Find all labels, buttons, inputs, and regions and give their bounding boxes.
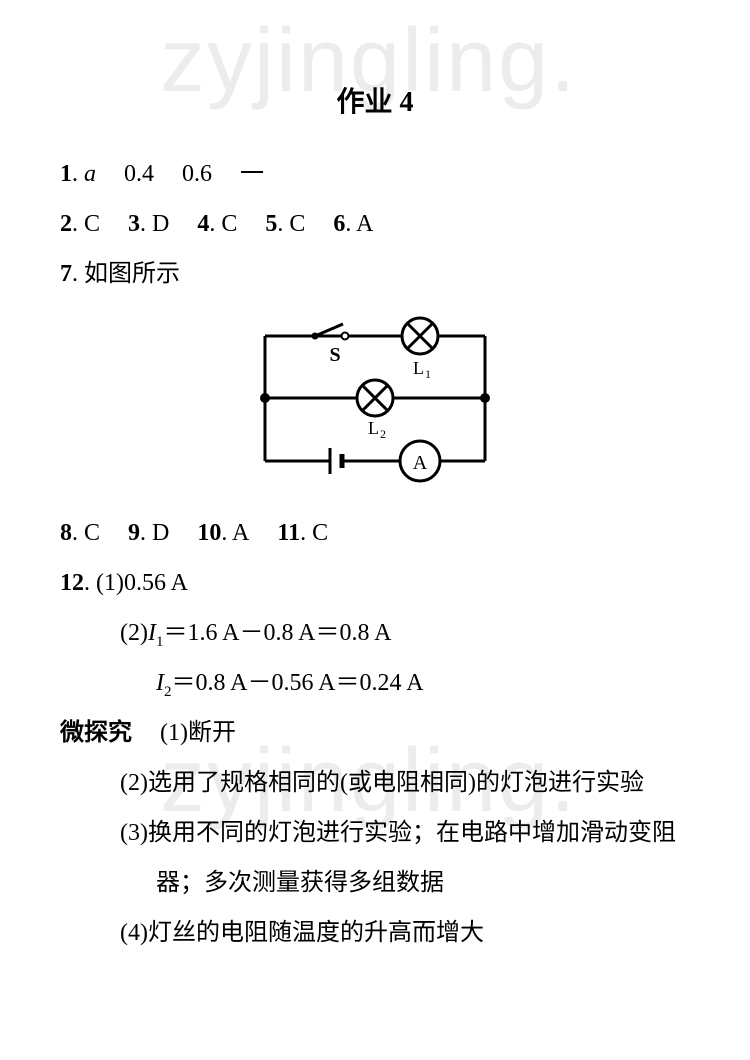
q9-number: 9 (128, 520, 140, 546)
lamp1-label: L (413, 358, 424, 378)
q12-p2a-var: I (148, 620, 156, 646)
circuit-diagram: A S L 1 L 2 (60, 316, 690, 491)
answer-q1: 1. a 0.4 0.6 一 (60, 150, 690, 198)
q10-ans: A (232, 520, 249, 546)
q6-number: 6 (333, 211, 345, 237)
micro-inquiry-p3a: (3)换用不同的灯泡进行实验；在电路中增加滑动变阻 (60, 809, 690, 857)
q2-number: 2 (60, 211, 72, 237)
answer-row-8-11: 8. C 9. D 10. A 11. C (60, 509, 690, 557)
answer-row-2-6: 2. C 3. D 4. C 5. C 6. A (60, 200, 690, 248)
answer-q12-p2b: I2＝0.8 A－0.56 A＝0.24 A (60, 659, 690, 707)
q12-p2b-eq: ＝0.8 A－0.56 A＝0.24 A (172, 670, 424, 696)
document-content: 作业 4 1. a 0.4 0.6 一 2. C 3. D 4. C 5. C … (60, 80, 690, 957)
page-title: 作业 4 (60, 80, 690, 120)
q12-number: 12 (60, 570, 84, 596)
q6-ans: A (356, 211, 373, 237)
micro-p4-label: (4) (120, 920, 148, 946)
micro-inquiry-p4: (4)灯丝的电阻随温度的升高而增大 (60, 909, 690, 957)
q5-ans: C (289, 211, 305, 237)
answer-q12-p2a: (2)I1＝1.6 A－0.8 A＝0.8 A (60, 609, 690, 657)
micro-inquiry-p2: (2)选用了规格相同的(或电阻相同)的灯泡进行实验 (60, 759, 690, 807)
q12-p1-label: (1) (96, 570, 124, 596)
answer-q7: 7. 如图所示 (60, 250, 690, 298)
lamp2-sub: 2 (380, 427, 386, 441)
q12-p2b-var: I (156, 670, 164, 696)
q7-text: 如图所示 (84, 261, 180, 287)
q1-part3: 一 (240, 161, 264, 187)
q3-ans: D (152, 211, 169, 237)
answer-q12-p1: 12. (1)0.56 A (60, 559, 690, 607)
micro-p2-label: (2) (120, 770, 148, 796)
micro-p1-text: 断开 (188, 720, 236, 746)
q7-number: 7 (60, 261, 72, 287)
q4-number: 4 (197, 211, 209, 237)
q11-number: 11 (277, 520, 300, 546)
q1-part2: 0.6 (182, 161, 212, 187)
micro-p1-label: (1) (160, 720, 188, 746)
q2-ans: C (84, 211, 100, 237)
q10-number: 10 (197, 520, 221, 546)
q5-number: 5 (265, 211, 277, 237)
micro-label: 微探究 (60, 720, 132, 746)
q1-part1: 0.4 (124, 161, 154, 187)
micro-inquiry-p1: 微探究 (1)断开 (60, 709, 690, 757)
micro-p3-textb: 器；多次测量获得多组数据 (156, 870, 444, 896)
q4-ans: C (221, 211, 237, 237)
lamp1-sub: 1 (425, 367, 431, 381)
q12-p2-label: (2) (120, 620, 148, 646)
switch-label: S (329, 344, 340, 366)
q8-number: 8 (60, 520, 72, 546)
q11-ans: C (312, 520, 328, 546)
micro-p2-text: 选用了规格相同的(或电阻相同)的灯泡进行实验 (148, 770, 644, 796)
q9-ans: D (152, 520, 169, 546)
ammeter-label: A (413, 452, 428, 474)
q12-p2a-eq: ＝1.6 A－0.8 A＝0.8 A (163, 620, 391, 646)
q8-ans: C (84, 520, 100, 546)
micro-p4-text: 灯丝的电阻随温度的升高而增大 (148, 920, 484, 946)
q1-part0: a (84, 161, 96, 187)
micro-p3-label: (3) (120, 820, 148, 846)
q12-p2b-sub: 2 (164, 684, 172, 700)
lamp2-label: L (368, 418, 379, 438)
q12-p1-text: 0.56 A (124, 570, 188, 596)
micro-inquiry-p3b: 器；多次测量获得多组数据 (60, 859, 690, 907)
micro-p3-texta: 换用不同的灯泡进行实验；在电路中增加滑动变阻 (148, 820, 676, 846)
q1-number: 1 (60, 161, 72, 187)
q3-number: 3 (128, 211, 140, 237)
